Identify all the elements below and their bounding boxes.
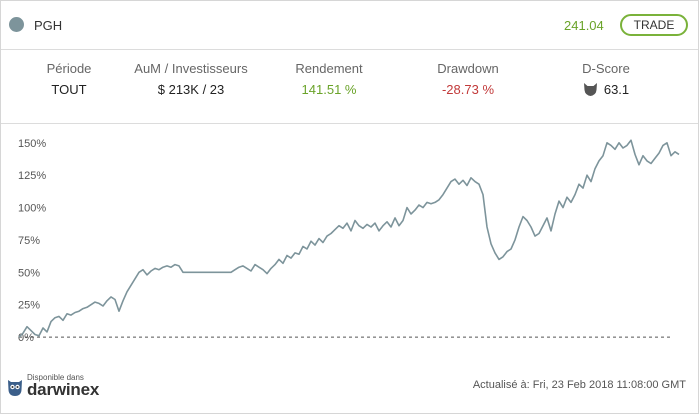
- header: PGH 241.04 TRADE: [1, 1, 698, 50]
- y-tick-label: 125%: [18, 170, 46, 182]
- wolf-icon: [583, 83, 597, 96]
- stat-return: Rendement 141.51 %: [279, 61, 379, 97]
- trade-button[interactable]: TRADE: [620, 14, 688, 36]
- stat-drawdown-label: Drawdown: [437, 61, 499, 76]
- status-dot-icon: [9, 17, 24, 32]
- stat-aum-value: $ 213K / 23: [157, 82, 225, 97]
- last-updated: Actualisé à: Fri, 23 Feb 2018 11:08:00 G…: [472, 379, 686, 391]
- y-tick-label: 0%: [18, 332, 34, 344]
- stat-period-label: Période: [46, 61, 92, 76]
- stat-period: Période TOUT: [28, 61, 110, 97]
- stat-period-value[interactable]: TOUT: [51, 82, 87, 97]
- performance-chart: 0% 25% 50% 75% 100% 125% 150%: [18, 138, 680, 344]
- stat-aum-label: AuM / Investisseurs: [134, 61, 248, 76]
- stats-row: Période TOUT AuM / Investisseurs $ 213K …: [1, 61, 698, 111]
- y-tick-label: 150%: [18, 138, 46, 150]
- available-in-label: Disponible dans: [27, 373, 84, 382]
- stat-drawdown: Drawdown -28.73 %: [418, 61, 518, 97]
- stat-dscore-value-wrap: 63.1: [561, 82, 651, 97]
- stat-drawdown-value: -28.73 %: [441, 82, 495, 97]
- series-line[interactable]: [18, 139, 680, 338]
- stat-return-value: 141.51 %: [301, 82, 357, 97]
- stat-dscore-value: 63.1: [603, 82, 630, 97]
- stats-divider: [1, 123, 698, 124]
- y-tick-label: 25%: [18, 300, 40, 312]
- stat-return-label: Rendement: [295, 61, 363, 76]
- stat-dscore: D-Score 63.1: [561, 61, 651, 97]
- darwin-symbol[interactable]: PGH: [34, 18, 63, 33]
- y-tick-label: 50%: [18, 267, 40, 279]
- darwinex-owl-icon: [8, 380, 22, 396]
- stat-aum: AuM / Investisseurs $ 213K / 23: [121, 61, 261, 97]
- y-axis-ticks: 0% 25% 50% 75% 100% 125% 150%: [18, 138, 46, 344]
- darwinex-brand: darwinex: [27, 380, 100, 399]
- darwin-price: 241.04: [564, 18, 604, 33]
- y-tick-label: 75%: [18, 235, 40, 247]
- stat-dscore-label: D-Score: [582, 61, 630, 76]
- y-tick-label: 100%: [18, 203, 46, 215]
